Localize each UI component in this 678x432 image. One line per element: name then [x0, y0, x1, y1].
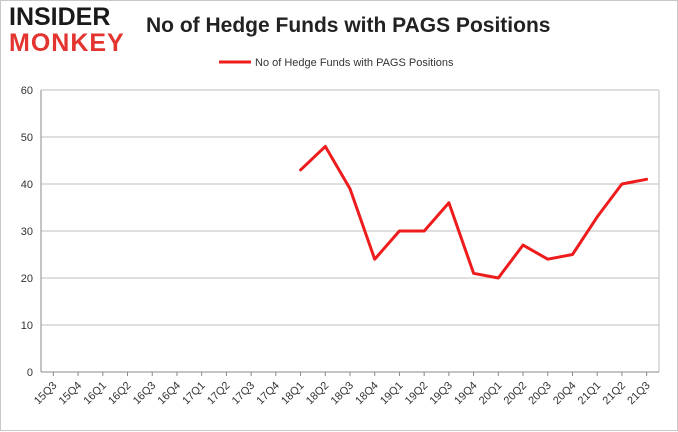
x-tick-label: 18Q3: [329, 380, 357, 408]
x-tick-label: 19Q2: [403, 380, 431, 408]
x-tick-label: 16Q1: [81, 380, 109, 408]
x-tick-label: 16Q3: [131, 380, 159, 408]
x-tick-label: 19Q1: [378, 380, 406, 408]
x-tick-label: 18Q4: [353, 380, 381, 408]
y-tick-label: 60: [21, 85, 33, 97]
series-lines: [299, 144, 649, 280]
x-tick-label: 17Q1: [180, 380, 208, 408]
x-tick-label: 16Q2: [106, 380, 134, 408]
x-tick-label: 16Q4: [156, 380, 184, 408]
x-tick-label: 21Q1: [576, 380, 604, 408]
axes: [40, 89, 660, 376]
y-tick-label: 0: [27, 367, 33, 379]
y-tick-label: 40: [21, 179, 33, 191]
y-tick-label: 20: [21, 273, 33, 285]
x-tick-label: 18Q2: [304, 380, 332, 408]
x-tick-label: 19Q4: [452, 380, 480, 408]
series-line: [299, 144, 649, 280]
x-tick-label: 15Q3: [32, 380, 60, 408]
y-tick-labels: 0 10 20 30 40 50 60: [21, 85, 33, 379]
y-tick-label: 50: [21, 132, 33, 144]
y-tick-label: 10: [21, 320, 33, 332]
chart-title: No of Hedge Funds with PAGS Positions: [146, 14, 551, 37]
grid-lines: [41, 89, 659, 326]
legend: No of Hedge Funds with PAGS Positions: [219, 57, 454, 69]
x-tick-label: 20Q1: [477, 380, 505, 408]
insider-monkey-logo: INSIDER MONKEY: [9, 5, 129, 57]
x-tick-label: 19Q3: [427, 380, 455, 408]
logo-word-monkey: MONKEY: [9, 29, 125, 57]
x-tick-label: 20Q2: [502, 380, 530, 408]
x-tick-label: 20Q4: [551, 380, 579, 408]
x-tick-label: 21Q3: [625, 380, 653, 408]
x-tick-label: 15Q4: [57, 380, 85, 408]
x-tick-label: 17Q3: [230, 380, 258, 408]
x-tick-label: 20Q3: [526, 380, 554, 408]
logo-word-insider: INSIDER: [9, 3, 111, 31]
y-tick-label: 30: [21, 226, 33, 238]
x-tick-labels: 15Q315Q416Q116Q216Q316Q417Q117Q217Q317Q4…: [32, 380, 653, 408]
x-tick-label: 18Q1: [279, 380, 307, 408]
x-tick-label: 17Q2: [205, 380, 233, 408]
x-tick-label: 21Q2: [601, 380, 629, 408]
legend-label: No of Hedge Funds with PAGS Positions: [255, 57, 454, 69]
x-tick-label: 17Q4: [254, 380, 282, 408]
